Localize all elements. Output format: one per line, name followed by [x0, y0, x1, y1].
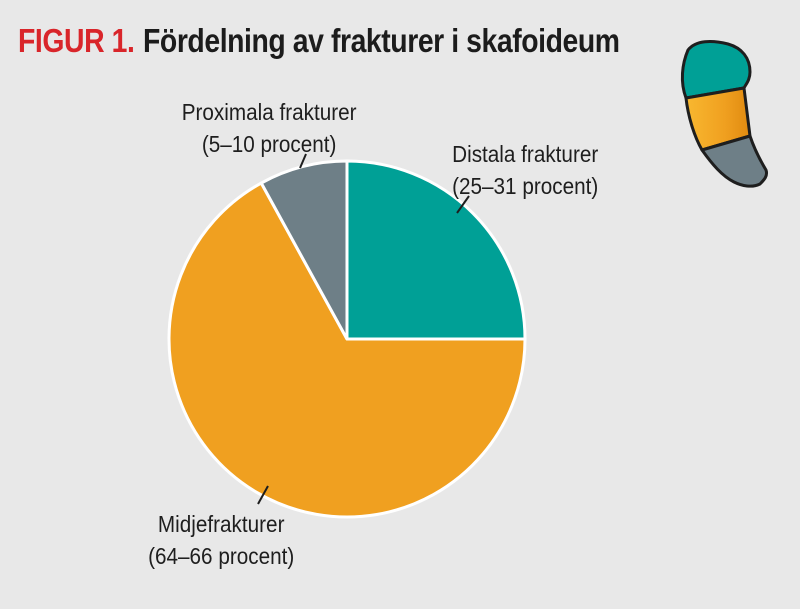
label-distala: Distala frakturer (25–31 procent): [452, 138, 598, 202]
bone-distal-segment: [680, 40, 752, 100]
figure-title: FIGUR 1. Fördelning av frakturer i skafoi…: [18, 22, 620, 60]
figure-title-text: Fördelning av frakturer i skafoideum: [143, 22, 620, 59]
label-midje-range: (64–66 procent): [148, 543, 295, 569]
leader-midje: [257, 485, 269, 505]
label-midje-name: Midjefrakturer: [157, 511, 285, 537]
label-proximala-range: (5–10 procent): [201, 131, 337, 157]
pie-slice-proximala: [259, 159, 349, 341]
scaphoid-bone-diagram: [680, 40, 768, 188]
leader-proximala: [299, 153, 307, 169]
pie-slice-midje: [167, 181, 527, 519]
label-distala-name: Distala frakturer: [452, 141, 599, 167]
pie-slice-distala: [345, 159, 527, 341]
label-proximala-name: Proximala frakturer: [181, 99, 357, 125]
label-midje: Midjefrakturer (64–66 procent): [148, 508, 294, 572]
bone-proximal-segment: [700, 134, 768, 188]
leader-distala: [456, 195, 470, 214]
label-proximala: Proximala frakturer (5–10 procent): [182, 96, 357, 160]
label-distala-range: (25–31 procent): [452, 173, 599, 199]
figure-number: FIGUR 1.: [18, 22, 135, 59]
